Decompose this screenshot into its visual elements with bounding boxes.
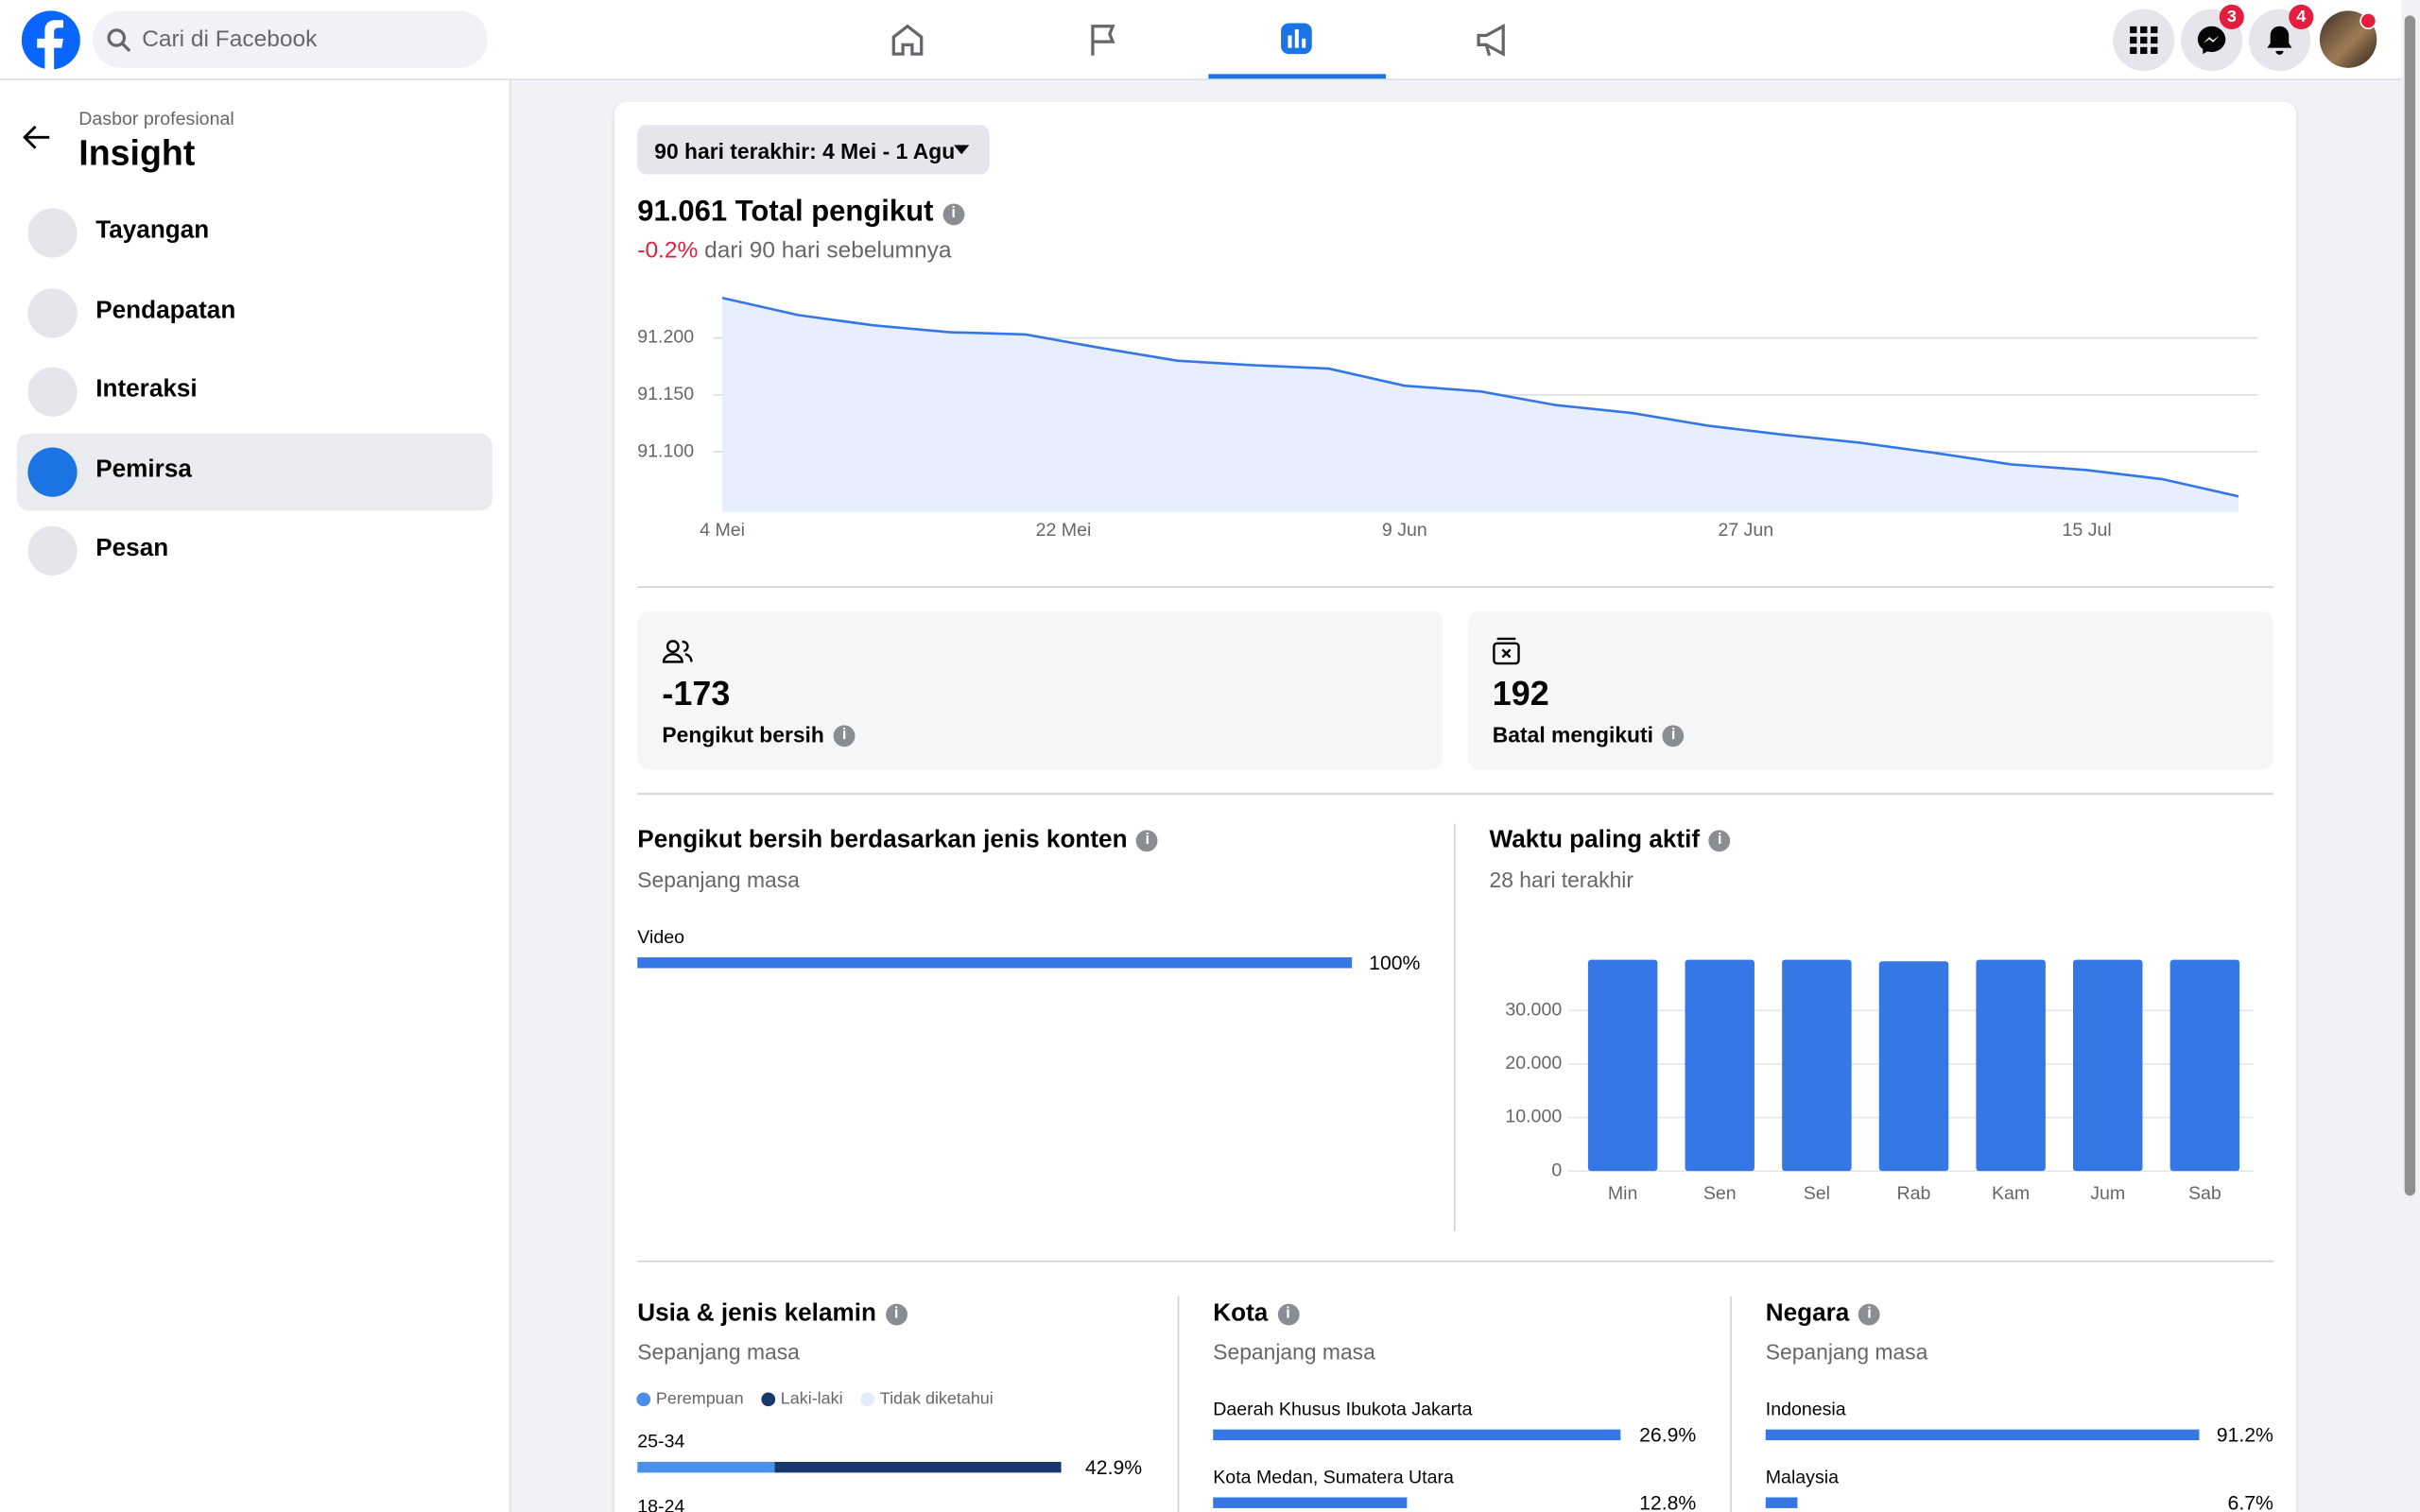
stat-card: -173 Pengikut bersih i	[637, 611, 1443, 770]
avatar-dot	[2360, 12, 2377, 29]
stat-card: 192 Batal mengikuti i	[1468, 611, 2273, 770]
section-title: Kota	[1213, 1300, 1268, 1327]
divider	[1178, 1296, 1180, 1512]
section-subtitle: 28 hari terakhir	[1490, 868, 1634, 892]
followers-title: 91.061 Total pengikut	[637, 196, 933, 228]
followers-title-row: 91.061 Total pengikut i	[637, 196, 964, 230]
info-icon[interactable]: i	[942, 204, 964, 226]
section-title: Negara	[1766, 1300, 1850, 1327]
info-icon[interactable]: i	[1663, 725, 1685, 747]
section-title: Pengikut bersih berdasarkan jenis konten	[637, 827, 1127, 853]
info-icon[interactable]: i	[1858, 1304, 1880, 1326]
info-icon[interactable]: i	[1277, 1304, 1299, 1326]
sidebar-icon	[27, 208, 77, 257]
stat-value: -173	[662, 674, 730, 713]
stat-label-row: Pengikut bersih i	[662, 722, 855, 747]
section-subtitle: Sepanjang masa	[1766, 1339, 1928, 1364]
ads-tab[interactable]	[1474, 22, 1511, 59]
info-icon[interactable]: i	[1136, 830, 1158, 851]
section-title-row: Negarai	[1766, 1300, 1880, 1328]
sidebar-icon	[27, 526, 77, 576]
divider	[637, 793, 2273, 795]
info-icon[interactable]: i	[834, 725, 856, 747]
sidebar-label: Pendapatan	[95, 297, 235, 324]
messenger-badge: 3	[2220, 5, 2244, 29]
sidebar-label: Pesan	[95, 536, 168, 563]
divider	[1454, 824, 1456, 1231]
section-title-row: Usia & jenis kelamin i	[637, 1300, 907, 1328]
section-title-row: Waktu paling aktif i	[1490, 827, 1731, 854]
active-tab-indicator	[1208, 74, 1386, 78]
section-title-row: Pengikut bersih berdasarkan jenis konten…	[637, 827, 1158, 854]
notification-badge: 4	[2289, 5, 2313, 29]
pages-tab[interactable]	[1085, 22, 1122, 59]
divider	[1730, 1296, 1732, 1512]
section-subtitle: Sepanjang masa	[637, 868, 800, 892]
date-range-dropdown[interactable]: 90 hari terakhir: 4 Mei - 1 Agu	[637, 125, 989, 174]
divider	[637, 586, 2273, 588]
divider	[637, 1261, 2273, 1263]
sidebar-label: Tayangan	[95, 217, 209, 245]
sidebar-icon	[27, 287, 77, 336]
stat-label-row: Batal mengikuti i	[1493, 722, 1685, 747]
sidebar-title: Insight	[78, 132, 195, 174]
date-range: 90 hari terakhir: 4 Mei - 1 Agu	[654, 139, 955, 163]
info-icon[interactable]: i	[1709, 830, 1731, 851]
scrollbar-track	[2401, 0, 2420, 1512]
stat-label: Pengikut bersih	[662, 722, 823, 747]
back-button[interactable]	[23, 125, 50, 149]
sidebar-icon	[27, 368, 77, 417]
section-title-row: Kotai	[1213, 1300, 1299, 1328]
followers-change-text: dari 90 hari sebelumnya	[704, 237, 951, 264]
section-subtitle: Sepanjang masa	[1213, 1339, 1375, 1364]
scrollbar-thumb[interactable]	[2405, 15, 2415, 1195]
followers-change: -0.2%	[637, 237, 698, 264]
menu-button[interactable]	[2113, 9, 2174, 71]
search-placeholder: Cari di Facebook	[142, 26, 317, 53]
info-icon[interactable]: i	[886, 1304, 908, 1326]
section-title: Waktu paling aktif	[1490, 827, 1701, 853]
sidebar-item[interactable]: Pesan	[17, 512, 493, 590]
sidebar-label: Interaksi	[95, 376, 197, 404]
sidebar-item[interactable]: Pemirsa	[17, 433, 493, 510]
top-bar: Cari di Facebook 3 4	[0, 0, 2420, 80]
section-subtitle: Sepanjang masa	[637, 1339, 800, 1364]
facebook-logo[interactable]	[22, 10, 80, 69]
stat-value: 192	[1493, 674, 1549, 713]
sidebar-label: Pemirsa	[95, 455, 192, 483]
search-box[interactable]: Cari di Facebook	[93, 10, 488, 67]
sidebar-item[interactable]: Pendapatan	[17, 274, 493, 352]
sidebar-item[interactable]: Tayangan	[17, 195, 493, 272]
sidebar: Dasbor profesional Insight Tayangan Penda…	[0, 80, 510, 1512]
insights-tab[interactable]	[1278, 20, 1315, 57]
sidebar-icon	[27, 447, 77, 496]
sidebar-item[interactable]: Interaksi	[17, 353, 493, 431]
stat-label: Batal mengikuti	[1493, 722, 1653, 747]
sidebar-subtitle: Dasbor profesional	[78, 108, 233, 129]
followers-change-row: -0.2% dari 90 hari sebelumnya	[637, 237, 951, 264]
home-tab[interactable]	[889, 22, 925, 59]
section-title: Usia & jenis kelamin	[637, 1300, 876, 1327]
